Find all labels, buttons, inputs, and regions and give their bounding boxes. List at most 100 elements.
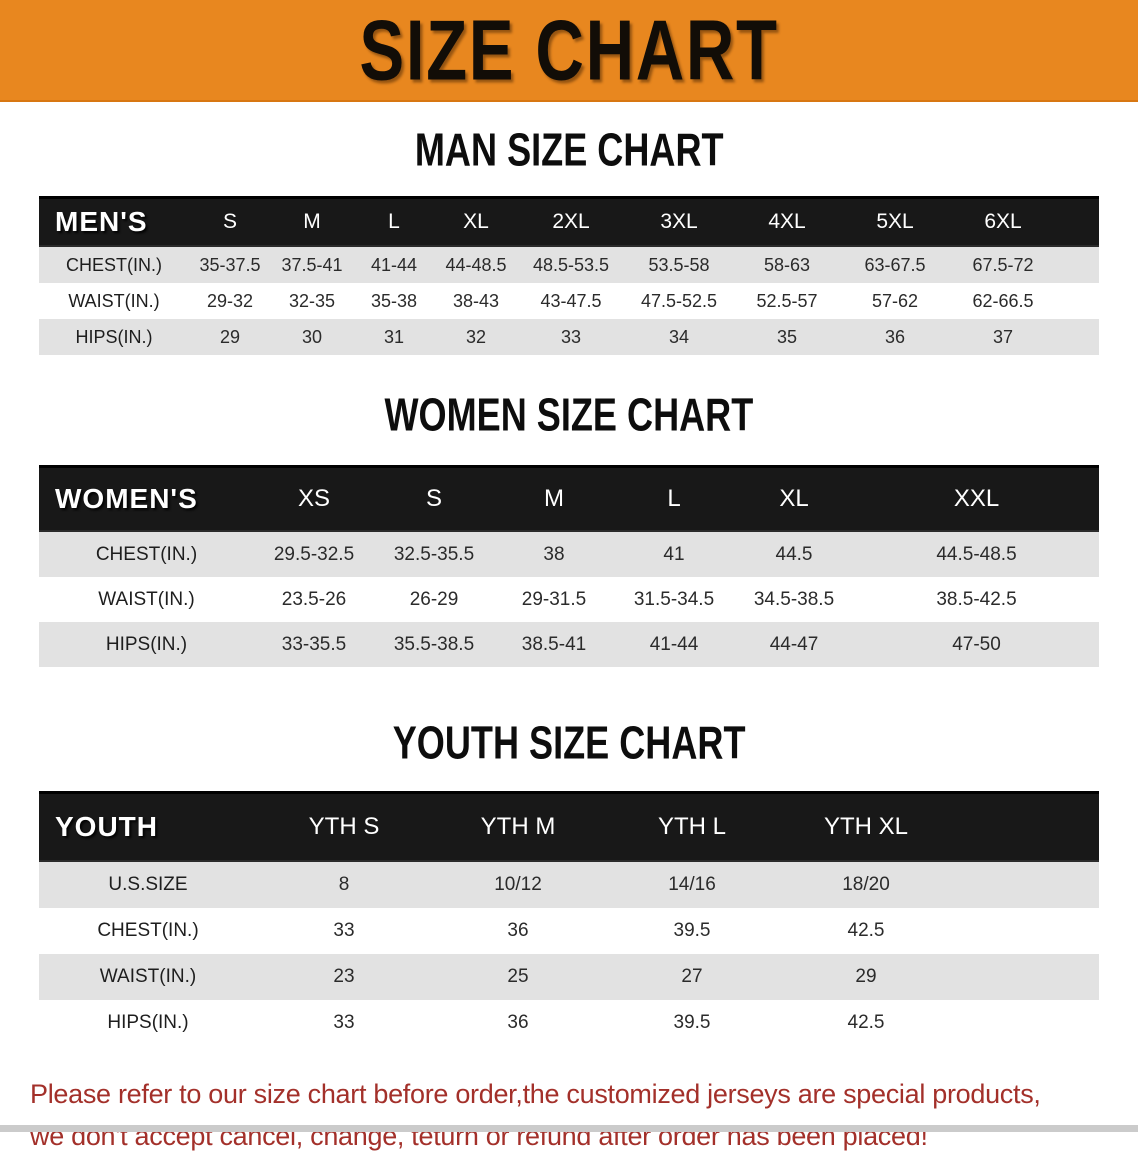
size-value-cell: 23.5-26 [254,577,374,622]
size-column-header: S [189,196,271,247]
size-value-cell: 67.5-72 [949,246,1057,283]
row-label: CHEST(IN.) [39,531,254,577]
women-size-table: WOMEN'S XS S M L XL XXL CHEST(IN.) 29.5-32.5 32.… [39,465,1099,667]
filler-cell [1057,283,1099,319]
row-label: WAIST(IN.) [39,577,254,622]
size-column-header: 6XL [949,196,1057,247]
size-column-header: XL [734,465,854,532]
order-policy-line-1: Please refer to our size chart before or… [30,1079,1041,1109]
size-value-cell: 47-50 [854,622,1099,667]
size-value-cell: 29 [189,319,271,355]
youth-chart-heading: YOUTH SIZE CHART [392,717,746,770]
size-value-cell: 10/12 [431,861,605,908]
size-value-cell: 41-44 [353,246,435,283]
table-row: HIPS(IN.) 33 36 39.5 42.5 [39,1000,1099,1046]
banner-title: SIZE CHART [359,2,779,98]
size-table-header-row: YOUTH YTH S YTH M YTH L YTH XL [39,791,1099,862]
size-value-cell: 14/16 [605,861,779,908]
size-value-cell: 36 [431,908,605,954]
size-value-cell: 34.5-38.5 [734,577,854,622]
women-size-section: WOMEN SIZE CHART WOMEN'S XS S M L XL XXL CHEST… [0,389,1138,667]
table-row: HIPS(IN.) 29 30 31 32 33 34 35 36 37 [39,319,1099,355]
size-value-cell: 42.5 [779,1000,953,1046]
filler-cell [953,861,1099,908]
size-value-cell: 47.5-52.5 [625,283,733,319]
size-value-cell: 29 [779,954,953,1000]
size-value-cell: 33 [517,319,625,355]
size-table-header-row: WOMEN'S XS S M L XL XXL [39,465,1099,532]
table-row: CHEST(IN.) 33 36 39.5 42.5 [39,908,1099,954]
table-row: CHEST(IN.) 35-37.5 37.5-41 41-44 44-48.5 48.5… [39,246,1099,283]
row-label: WAIST(IN.) [39,954,257,1000]
size-column-header: M [494,465,614,532]
size-value-cell: 42.5 [779,908,953,954]
size-value-cell: 32-35 [271,283,353,319]
size-value-cell: 38 [494,531,614,577]
table-label: MEN'S [39,196,189,247]
size-value-cell: 33 [257,908,431,954]
youth-size-table: YOUTH YTH S YTH M YTH L YTH XL U.S.SIZE 8 10/1… [39,791,1099,1046]
size-value-cell: 39.5 [605,908,779,954]
size-value-cell: 44.5-48.5 [854,531,1099,577]
size-value-cell: 44-47 [734,622,854,667]
size-column-header: YTH XL [779,791,953,862]
men-size-table: MEN'S S M L XL 2XL 3XL 4XL 5XL 6XL CHEST(IN.) 35-3… [39,196,1099,355]
size-value-cell: 34 [625,319,733,355]
size-column-header: M [271,196,353,247]
size-column-header: XL [435,196,517,247]
size-column-header: 5XL [841,196,949,247]
row-label: WAIST(IN.) [39,283,189,319]
women-chart-heading: WOMEN SIZE CHART [384,389,754,442]
size-column-header: L [614,465,734,532]
size-value-cell: 29-31.5 [494,577,614,622]
size-value-cell: 29.5-32.5 [254,531,374,577]
filler-cell [953,908,1099,954]
size-value-cell: 8 [257,861,431,908]
men-chart-heading: MAN SIZE CHART [414,124,724,177]
row-label: U.S.SIZE [39,861,257,908]
filler-cell [1057,246,1099,283]
size-value-cell: 48.5-53.5 [517,246,625,283]
size-chart-banner: SIZE CHART [0,0,1138,102]
table-row: CHEST(IN.) 29.5-32.5 32.5-35.5 38 41 44.5 44.5… [39,531,1099,577]
size-value-cell: 63-67.5 [841,246,949,283]
size-value-cell: 41-44 [614,622,734,667]
size-column-header: 3XL [625,196,733,247]
size-value-cell: 26-29 [374,577,494,622]
size-column-header: L [353,196,435,247]
size-value-cell: 23 [257,954,431,1000]
table-row: HIPS(IN.) 33-35.5 35.5-38.5 38.5-41 41-44 44-… [39,622,1099,667]
size-column-header: YTH S [257,791,431,862]
men-size-section: MAN SIZE CHART MEN'S S M L XL 2XL 3XL 4XL 5XL 6XL… [0,124,1138,355]
size-value-cell: 36 [841,319,949,355]
table-label: WOMEN'S [39,465,254,532]
size-value-cell: 33 [257,1000,431,1046]
size-value-cell: 38.5-41 [494,622,614,667]
size-value-cell: 35.5-38.5 [374,622,494,667]
row-label: HIPS(IN.) [39,319,189,355]
size-value-cell: 44.5 [734,531,854,577]
size-value-cell: 30 [271,319,353,355]
size-value-cell: 44-48.5 [435,246,517,283]
row-label: HIPS(IN.) [39,622,254,667]
size-column-header: XXL [854,465,1099,532]
filler-cell [1057,196,1099,247]
size-value-cell: 32.5-35.5 [374,531,494,577]
table-row: WAIST(IN.) 23 25 27 29 [39,954,1099,1000]
order-policy-note: Please refer to our size chart before or… [30,1074,1138,1158]
row-label: CHEST(IN.) [39,908,257,954]
size-value-cell: 32 [435,319,517,355]
row-label: CHEST(IN.) [39,246,189,283]
size-column-header: 4XL [733,196,841,247]
filler-cell [953,1000,1099,1046]
size-value-cell: 53.5-58 [625,246,733,283]
size-value-cell: 18/20 [779,861,953,908]
bottom-gray-strip [0,1125,1138,1132]
size-value-cell: 39.5 [605,1000,779,1046]
size-value-cell: 38.5-42.5 [854,577,1099,622]
row-label: HIPS(IN.) [39,1000,257,1046]
size-value-cell: 43-47.5 [517,283,625,319]
table-row: U.S.SIZE 8 10/12 14/16 18/20 [39,861,1099,908]
size-value-cell: 35 [733,319,841,355]
size-value-cell: 37.5-41 [271,246,353,283]
